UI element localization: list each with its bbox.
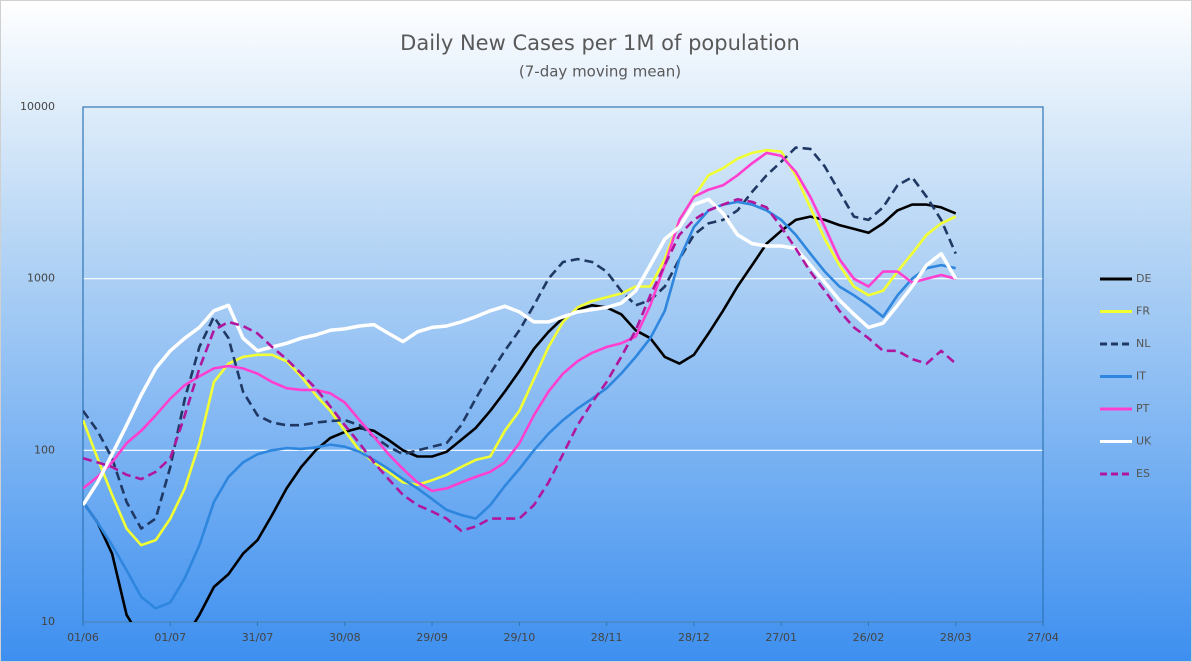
legend-label: PT [1136, 402, 1150, 415]
legend-label: ES [1136, 467, 1150, 480]
series-line [83, 148, 957, 547]
series-line [83, 151, 957, 493]
x-tick-label: 30/08 [329, 631, 361, 644]
legend-label: FR [1136, 305, 1150, 318]
legend: DE FR NL IT PT UK ES [1100, 272, 1152, 480]
series-line [83, 146, 957, 530]
series-line [83, 200, 956, 610]
lines [83, 146, 958, 622]
x-tick-label: 29/10 [504, 631, 536, 644]
series-line [83, 197, 958, 507]
x-tick-label: 01/06 [67, 631, 99, 644]
x-tick-label: 29/09 [416, 631, 448, 644]
x-tick-label: 26/02 [853, 631, 885, 644]
legend-label: UK [1136, 435, 1152, 448]
y-tick-label: 10000 [20, 100, 55, 113]
legend-label: IT [1136, 370, 1146, 383]
y-tick-label: 100 [34, 443, 55, 456]
y-tick-label: 1000 [27, 272, 55, 285]
legend-label: DE [1136, 272, 1151, 285]
x-tick-label: 28/03 [940, 631, 972, 644]
chart-subtitle: (7-day moving mean) [519, 63, 681, 81]
x-tick-label: 31/07 [242, 631, 274, 644]
y-tick-label: 10 [41, 615, 55, 628]
x-tick-label: 27/01 [765, 631, 797, 644]
x-tick-label: 28/12 [678, 631, 710, 644]
x-tick-label: 01/07 [154, 631, 186, 644]
legend-label: NL [1136, 337, 1151, 350]
series-line [83, 203, 957, 622]
x-tick-label: 27/04 [1027, 631, 1059, 644]
x-tick-label: 28/11 [591, 631, 623, 644]
plot-border [82, 106, 1044, 623]
chart-title: Daily New Cases per 1M of population [400, 31, 800, 55]
